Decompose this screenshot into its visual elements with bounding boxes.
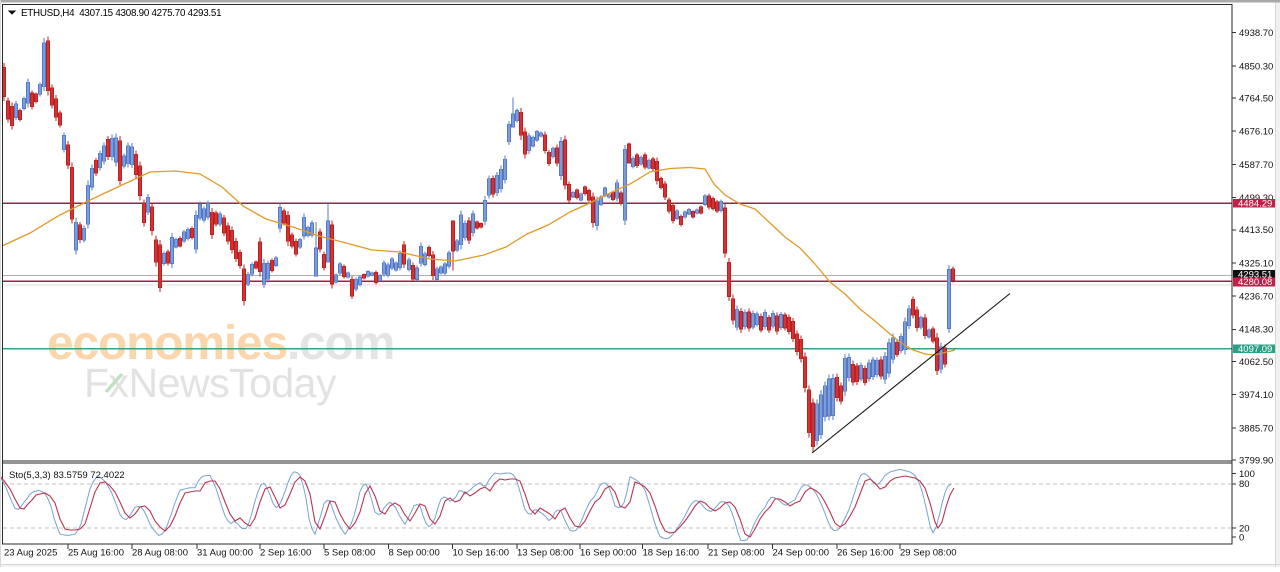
svg-text:21 Sep 08:00: 21 Sep 08:00 <box>708 548 765 559</box>
svg-text:4484.29: 4484.29 <box>1238 198 1272 209</box>
svg-text:4280.08: 4280.08 <box>1238 277 1272 288</box>
svg-text:13 Sep 08:00: 13 Sep 08:00 <box>517 548 574 559</box>
svg-text:4062.50: 4062.50 <box>1239 357 1273 368</box>
svg-text:31 Aug 00:00: 31 Aug 00:00 <box>197 548 253 559</box>
svg-text:3885.70: 3885.70 <box>1239 423 1273 434</box>
svg-text:3799.90: 3799.90 <box>1239 456 1273 467</box>
svg-text:5 Sep 08:00: 5 Sep 08:00 <box>324 548 375 559</box>
svg-text:28 Aug 08:00: 28 Aug 08:00 <box>132 548 188 559</box>
svg-text:ETHUSD,H4 4307.15 4308.90 427: ETHUSD,H4 4307.15 4308.90 4275.70 4293.5… <box>21 8 221 19</box>
svg-text:economies.com: economies.com <box>47 317 394 370</box>
svg-text:4587.70: 4587.70 <box>1239 160 1273 171</box>
svg-text:0: 0 <box>1239 533 1244 544</box>
svg-text:4676.10: 4676.10 <box>1239 127 1273 138</box>
svg-text:4850.30: 4850.30 <box>1239 61 1273 72</box>
svg-text:16 Sep 00:00: 16 Sep 00:00 <box>580 548 637 559</box>
svg-text:20: 20 <box>1239 524 1250 535</box>
svg-text:Sto(5,3,3) 83.5759 72.4022: Sto(5,3,3) 83.5759 72.4022 <box>9 470 125 481</box>
svg-text:26 Sep 16:00: 26 Sep 16:00 <box>837 548 894 559</box>
svg-text:4764.50: 4764.50 <box>1239 93 1273 104</box>
svg-text:80: 80 <box>1239 479 1250 490</box>
svg-text:4293.51: 4293.51 <box>1238 270 1272 281</box>
svg-text:4148.30: 4148.30 <box>1239 325 1273 336</box>
svg-text:4413.50: 4413.50 <box>1239 225 1273 236</box>
svg-text:4236.70: 4236.70 <box>1239 292 1273 303</box>
svg-text:4097.09: 4097.09 <box>1238 344 1272 355</box>
svg-text:FxNewsToday: FxNewsToday <box>84 360 337 406</box>
svg-text:24 Sep 00:00: 24 Sep 00:00 <box>773 548 830 559</box>
svg-text:4325.10: 4325.10 <box>1239 258 1273 269</box>
svg-text:8 Sep 00:00: 8 Sep 00:00 <box>389 548 440 559</box>
svg-text:25 Aug 16:00: 25 Aug 16:00 <box>68 548 124 559</box>
svg-text:4938.70: 4938.70 <box>1239 28 1273 39</box>
svg-text:4499.30: 4499.30 <box>1239 193 1273 204</box>
svg-text:29 Sep 08:00: 29 Sep 08:00 <box>900 548 957 559</box>
svg-text:3974.10: 3974.10 <box>1239 390 1273 401</box>
svg-text:100: 100 <box>1239 469 1255 480</box>
svg-text:10 Sep 16:00: 10 Sep 16:00 <box>453 548 510 559</box>
svg-text:2 Sep 16:00: 2 Sep 16:00 <box>260 548 311 559</box>
svg-text:18 Sep 16:00: 18 Sep 16:00 <box>643 548 700 559</box>
svg-text:23 Aug 2025: 23 Aug 2025 <box>4 548 57 559</box>
